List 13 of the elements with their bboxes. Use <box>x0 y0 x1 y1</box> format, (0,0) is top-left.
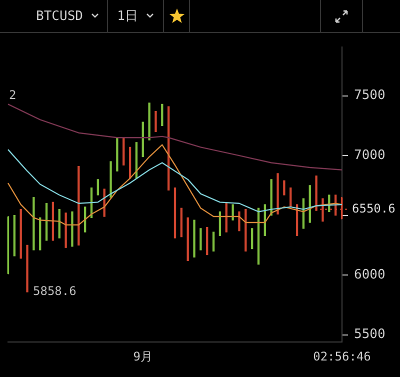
y-tick-label: 7000 <box>354 148 386 163</box>
chart-title: BTCUSD <box>36 8 83 24</box>
y-tick-label: 7500 <box>354 88 386 104</box>
ref-line-label: 6550.6 <box>352 201 396 216</box>
x-tick-label: 02:56:46 <box>313 349 371 364</box>
annotation: 5858.6 <box>33 284 76 298</box>
candlestick <box>7 216 10 275</box>
y-tick-label: 5500 <box>354 327 386 342</box>
y-tick-label: 6000 <box>354 267 386 282</box>
annotation: 2 <box>9 88 16 102</box>
candlestick <box>212 232 215 252</box>
chart-subtitle: 1日 <box>117 8 138 25</box>
x-tick-label: 9月 <box>133 349 152 364</box>
